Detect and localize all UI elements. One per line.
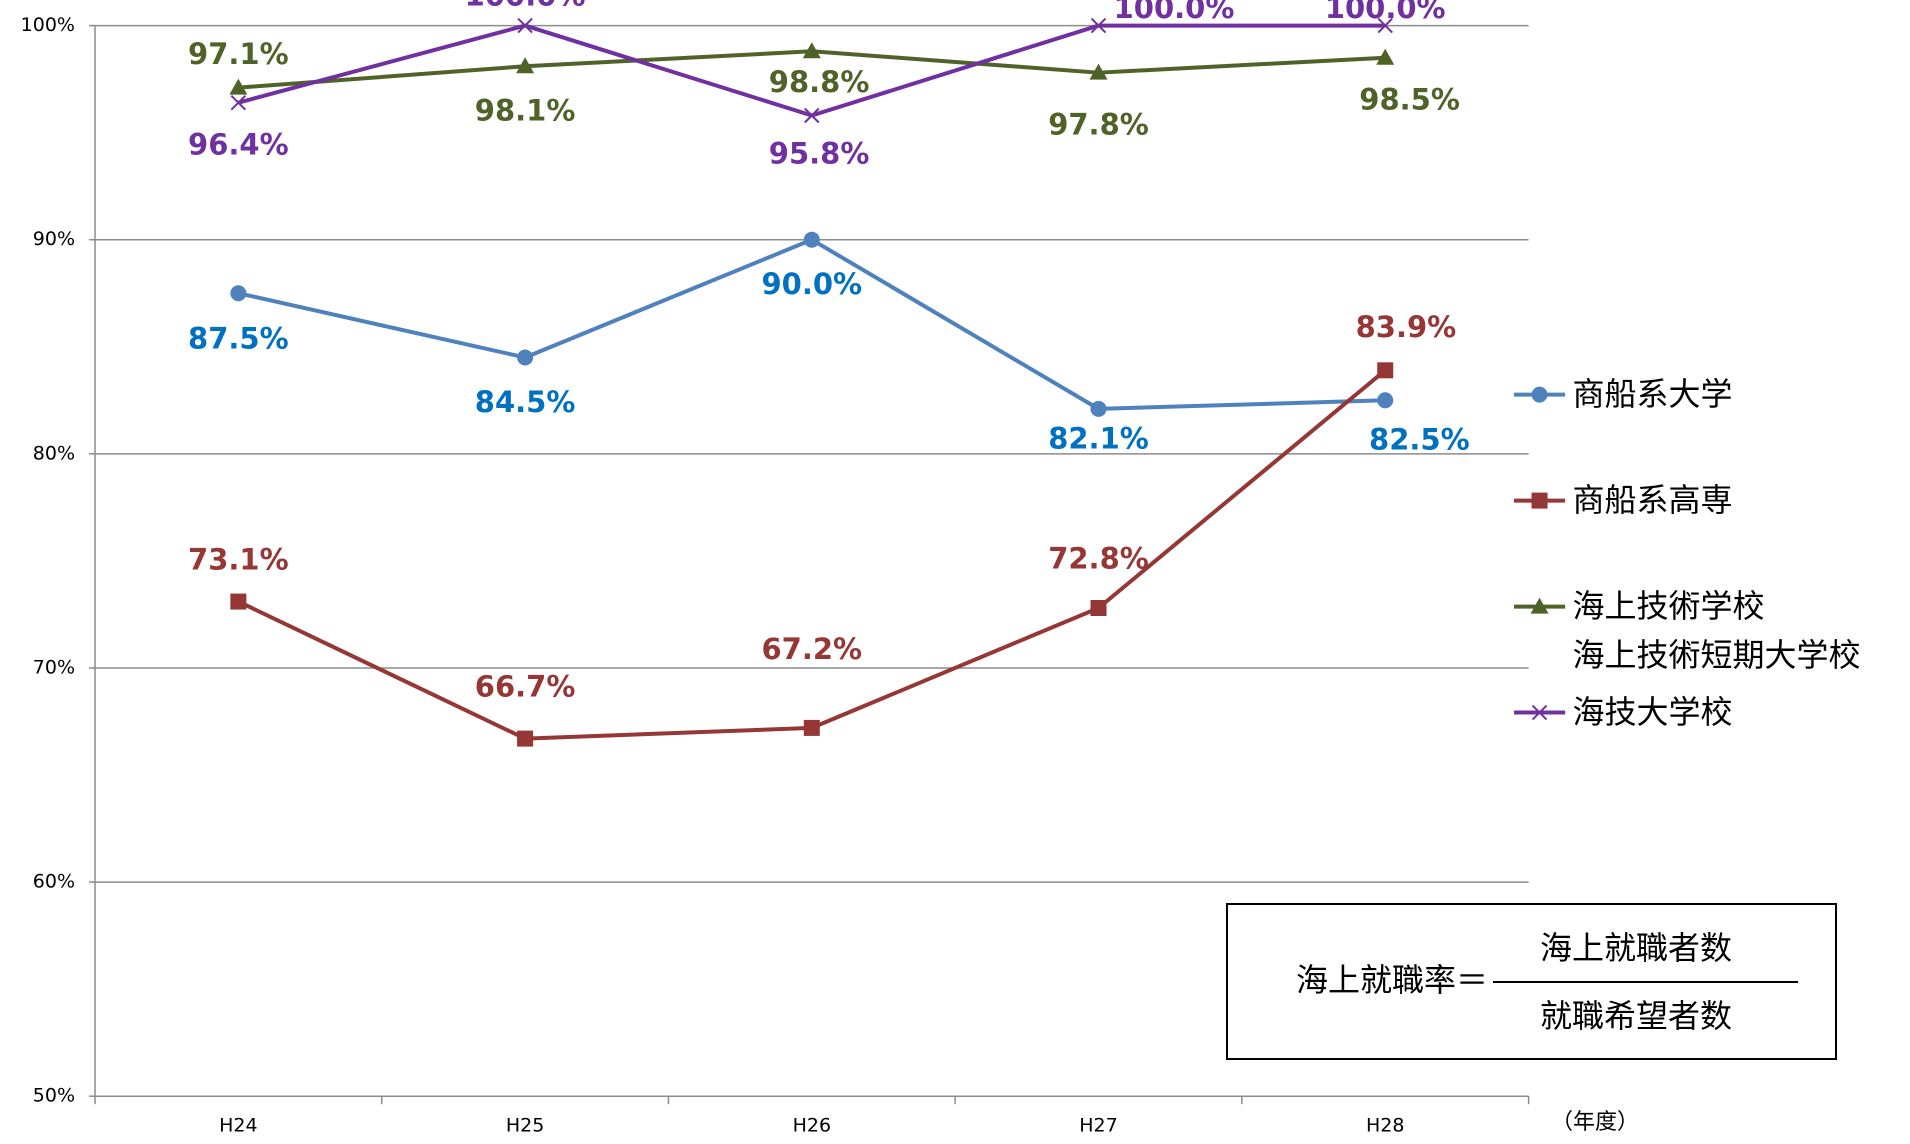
data-label: 72.8% bbox=[1048, 541, 1149, 575]
data-label: 73.1% bbox=[188, 542, 289, 576]
legend-label: 商船系大学 bbox=[1572, 374, 1733, 413]
data-label: 98.8% bbox=[769, 65, 870, 99]
legend-marker bbox=[1531, 704, 1548, 721]
marker bbox=[1377, 17, 1393, 34]
y-tick-label: 60% bbox=[33, 871, 75, 893]
data-label: 66.7% bbox=[475, 670, 576, 704]
legend-marker bbox=[1530, 597, 1549, 614]
y-tick-label: 100% bbox=[21, 14, 75, 36]
data-label: 98.5% bbox=[1359, 83, 1460, 117]
marker bbox=[230, 94, 247, 111]
data-label: 100.0% bbox=[465, 0, 586, 13]
data-label: 82.5% bbox=[1369, 423, 1470, 457]
legend-label: 海上技術学校 海上技術短期大学校 bbox=[1572, 586, 1861, 674]
y-tick-label: 90% bbox=[33, 228, 75, 250]
marker bbox=[517, 349, 534, 366]
marker bbox=[516, 57, 535, 74]
x-tick-label: H26 bbox=[793, 1115, 831, 1137]
marker bbox=[1377, 392, 1394, 409]
marker bbox=[1090, 400, 1107, 417]
data-label: 82.1% bbox=[1048, 422, 1149, 456]
formula-lhs: 海上就職率＝ bbox=[1296, 961, 1488, 999]
marker bbox=[229, 78, 248, 95]
marker bbox=[804, 107, 820, 124]
data-label: 83.9% bbox=[1356, 310, 1457, 344]
data-label: 97.8% bbox=[1048, 107, 1149, 141]
marker bbox=[517, 730, 534, 747]
data-label: 84.5% bbox=[475, 385, 576, 419]
marker bbox=[517, 17, 533, 34]
marker bbox=[1090, 599, 1107, 616]
marker bbox=[1376, 48, 1395, 65]
x-tick-label: H25 bbox=[506, 1115, 544, 1137]
data-label: 96.4% bbox=[188, 128, 289, 162]
marker bbox=[230, 285, 247, 302]
marker bbox=[230, 593, 247, 610]
data-label: 97.1% bbox=[188, 37, 289, 71]
x-tick-label: H28 bbox=[1366, 1115, 1404, 1137]
data-label: 87.5% bbox=[188, 322, 289, 356]
x-tick-label: H27 bbox=[1079, 1115, 1117, 1137]
legend-marker bbox=[1531, 492, 1548, 509]
formula-numerator: 海上就職者数 bbox=[1540, 929, 1732, 967]
data-label: 98.1% bbox=[475, 94, 576, 128]
x-axis-label: （年度） bbox=[1551, 1110, 1639, 1135]
marker bbox=[1377, 362, 1394, 379]
data-label: 100.0% bbox=[1325, 0, 1446, 25]
series-line bbox=[237, 368, 1387, 741]
legend-marker bbox=[1531, 386, 1548, 403]
marker bbox=[803, 719, 820, 736]
marker bbox=[802, 42, 821, 59]
series-line bbox=[237, 237, 1386, 411]
x-tick-label: H24 bbox=[219, 1115, 257, 1137]
legend-label: 海技大学校 bbox=[1572, 692, 1733, 731]
formula-denominator: 就職希望者数 bbox=[1540, 997, 1732, 1035]
data-label: 95.8% bbox=[769, 137, 870, 171]
marker bbox=[803, 231, 820, 248]
legend-label: 商船系高専 bbox=[1572, 480, 1733, 519]
marker bbox=[1090, 17, 1107, 34]
y-tick-label: 80% bbox=[33, 442, 75, 464]
y-tick-label: 50% bbox=[33, 1085, 75, 1107]
marker bbox=[1089, 63, 1108, 80]
data-label: 67.2% bbox=[761, 632, 862, 666]
data-label: 100.0% bbox=[1114, 0, 1235, 25]
data-label: 90.0% bbox=[761, 267, 862, 301]
y-tick-label: 70% bbox=[33, 656, 75, 678]
